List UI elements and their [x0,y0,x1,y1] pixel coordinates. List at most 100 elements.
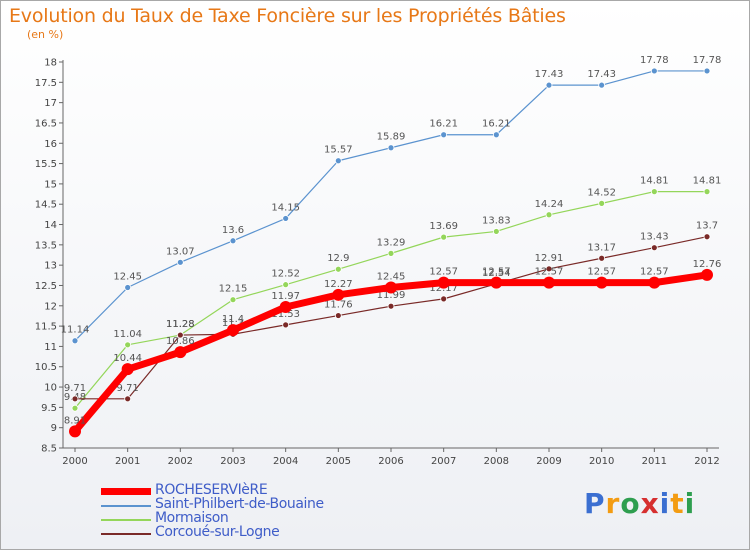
data-point [229,237,237,245]
data-point [703,233,711,241]
data-label: 11.3 [222,318,244,329]
data-point [385,281,397,294]
data-label: 12.57 [535,267,564,278]
data-label: 12.52 [271,269,300,280]
data-point [598,199,606,207]
data-point [598,81,606,89]
x-tick-label: 2004 [273,456,298,467]
data-label: 13.83 [482,215,511,226]
series-line [74,236,708,400]
legend-label: Saint-Philbert-de-Bouaine [155,496,324,512]
legend-swatch [101,533,151,535]
data-label: 12.57 [482,267,511,278]
data-label: 11.4 [222,314,244,325]
data-point [650,244,658,252]
y-tick-label: 14.5 [35,200,57,211]
logo-letter: r [605,487,621,520]
data-label: 13.17 [587,242,616,253]
data-point [124,341,132,349]
x-tick-label: 2003 [220,456,245,467]
y-tick-label: 12.5 [35,281,57,292]
data-point [124,284,132,291]
data-label: 12.76 [693,259,722,270]
data-point [174,346,187,359]
logo-letter: i [659,487,671,520]
data-label: 13.69 [429,221,458,232]
data-label: 12.57 [587,267,616,278]
x-tick-label: 2005 [326,456,351,467]
data-label: 13.6 [222,225,244,236]
data-point [71,337,79,345]
data-label: 13.43 [640,232,669,243]
data-label: 17.43 [587,69,616,80]
data-point [227,324,239,337]
x-tick-label: 2001 [115,456,140,467]
data-point [648,276,661,289]
data-point [490,276,503,289]
data-point [492,228,500,235]
data-label: 12.45 [113,272,142,283]
data-point [543,276,555,289]
legend-label: ROCHESERVIèRE [155,482,268,498]
y-tick-label: 16 [44,139,57,150]
data-label: 16.21 [429,119,458,130]
y-tick-label: 14 [44,220,57,231]
data-label: 12.57 [429,267,458,278]
y-tick-label: 17 [44,98,57,109]
chart-subtitle: (en %) [27,28,64,41]
x-tick-label: 2010 [589,456,614,467]
x-tick-label: 2006 [378,456,403,467]
y-tick-label: 18 [44,58,57,69]
data-label: 12.57 [640,267,669,278]
data-point [124,395,132,403]
data-label: 15.89 [377,132,406,143]
y-tick-label: 15 [44,179,57,190]
data-label: 10.44 [113,353,142,364]
data-point [387,302,395,310]
x-tick-label: 2007 [431,456,456,467]
data-point [387,144,395,152]
data-point [332,288,345,301]
y-tick-label: 10.5 [35,362,57,373]
data-label: 11.28 [166,319,195,330]
data-point [279,301,292,314]
y-tick-label: 10 [44,383,57,394]
logo-letter: P [584,487,606,520]
data-point [69,425,81,438]
y-tick-label: 15.5 [35,159,57,170]
data-label: 17.78 [640,55,669,66]
x-tick-label: 2008 [484,456,509,467]
y-tick-label: 16.5 [35,118,57,129]
data-point [492,131,500,139]
data-label: 13.7 [696,221,718,232]
x-tick-label: 2002 [168,456,193,467]
data-label: 14.24 [535,199,564,210]
data-point [334,157,342,165]
data-label: 13.29 [377,237,406,248]
data-point [545,265,553,273]
y-tick-label: 12 [44,301,57,312]
y-tick-label: 11 [44,342,57,353]
y-tick-label: 17.5 [35,78,57,89]
data-label: 11.04 [113,329,142,340]
data-point [176,258,184,266]
data-label: 17.43 [535,69,564,80]
data-label: 12.27 [324,279,353,290]
data-point [545,211,553,219]
data-label: 11.97 [271,291,300,302]
y-tick-label: 13.5 [35,240,57,251]
y-tick-label: 11.5 [35,322,57,333]
data-point [121,363,134,376]
data-label: 13.07 [166,246,195,257]
data-label: 14.81 [640,176,669,187]
data-label: 12.54 [482,268,511,279]
data-point [282,215,290,222]
legend-swatch [101,505,151,507]
data-point [440,233,448,241]
data-label: 12.15 [219,284,248,295]
data-label: 14.81 [693,176,722,187]
logo-letter: i [684,487,696,520]
data-label: 10.86 [166,336,195,347]
legend-label: Mormaison [155,510,229,526]
